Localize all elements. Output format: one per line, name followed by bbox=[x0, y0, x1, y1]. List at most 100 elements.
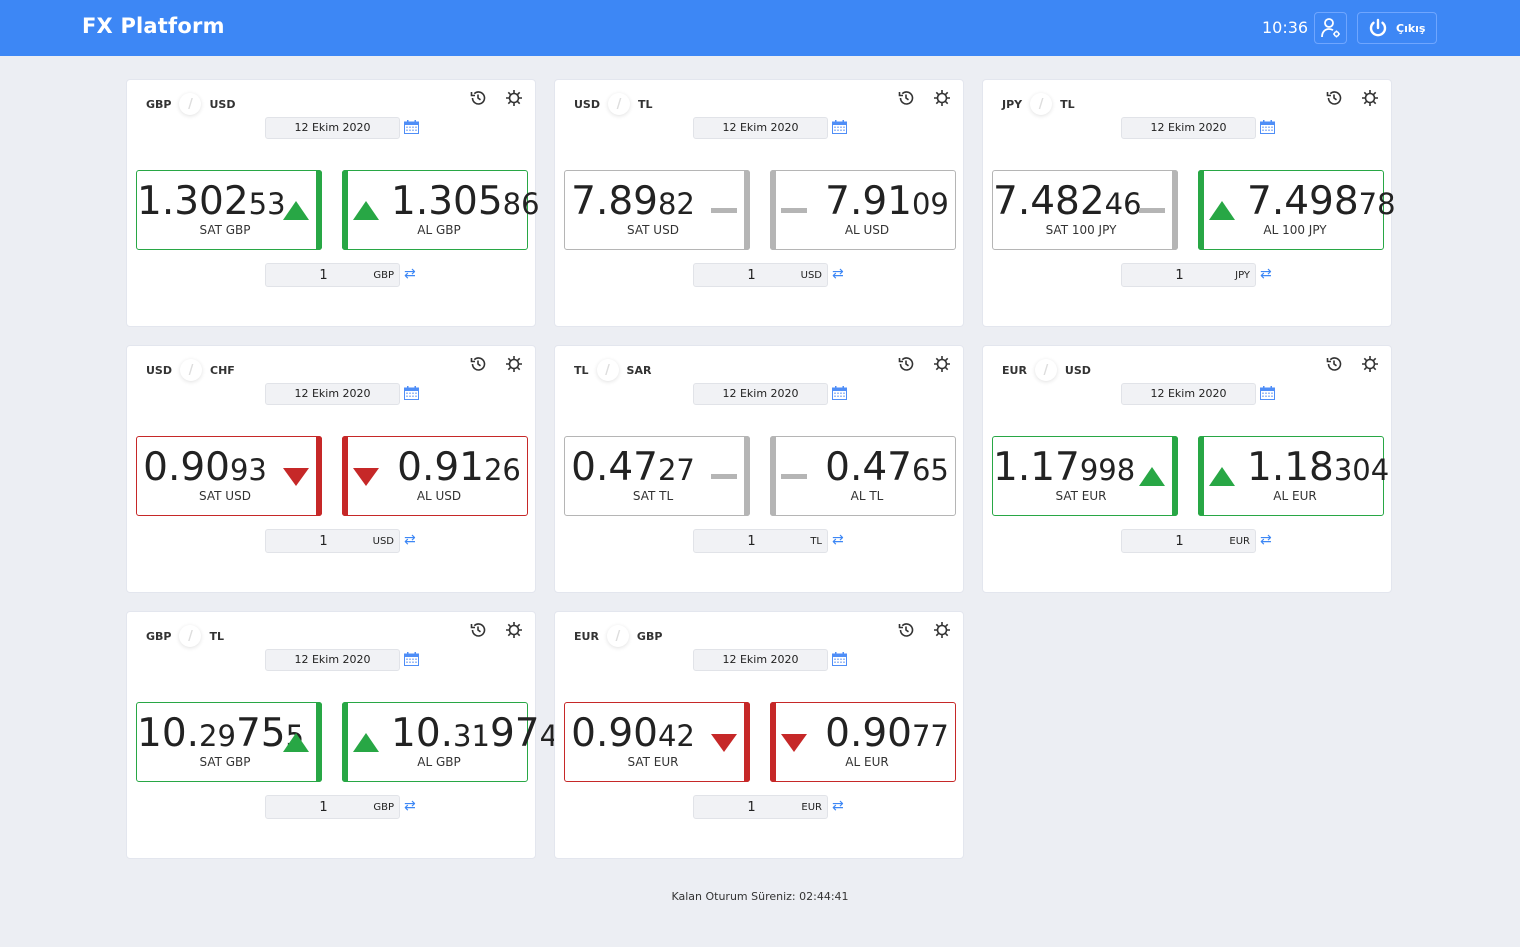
quote-currency[interactable]: TL bbox=[638, 97, 653, 111]
app-title: FX Platform bbox=[82, 14, 225, 38]
quote-currency[interactable]: USD bbox=[209, 97, 236, 111]
logout-button[interactable]: Çıkış bbox=[1357, 12, 1437, 44]
exchange-arrows-icon[interactable]: ⇄ bbox=[832, 266, 844, 282]
sell-rate-box[interactable]: 1.30253 SAT GBP bbox=[136, 170, 322, 250]
price-part: 1.17 bbox=[993, 445, 1080, 490]
buy-rate-box[interactable]: 1.18304 AL EUR bbox=[1198, 436, 1389, 516]
base-currency[interactable]: GBP bbox=[146, 97, 172, 111]
gear-icon[interactable] bbox=[933, 355, 951, 377]
history-icon[interactable] bbox=[469, 355, 487, 377]
sell-rate-box[interactable]: 0.9042 SAT EUR bbox=[564, 702, 750, 782]
amount-input[interactable]: 1 EUR bbox=[1121, 529, 1256, 553]
price-part: 10. bbox=[137, 711, 200, 756]
history-icon[interactable] bbox=[469, 89, 487, 111]
sell-label: SAT EUR bbox=[627, 755, 679, 769]
buy-rate-box[interactable]: 7.49878 AL 100 JPY bbox=[1198, 170, 1396, 250]
gear-icon[interactable] bbox=[505, 355, 523, 377]
history-icon[interactable] bbox=[897, 355, 915, 377]
price-part: 27 bbox=[657, 453, 695, 487]
history-icon[interactable] bbox=[1325, 89, 1343, 111]
exchange-arrows-icon[interactable]: ⇄ bbox=[832, 532, 844, 548]
buy-rate-box[interactable]: 0.9126 AL USD bbox=[342, 436, 528, 516]
amount-input[interactable]: 1 EUR bbox=[693, 795, 828, 819]
exchange-arrows-icon[interactable]: ⇄ bbox=[1260, 532, 1272, 548]
base-currency[interactable]: TL bbox=[574, 363, 589, 377]
sell-rate-box[interactable]: 1.17998 SAT EUR bbox=[992, 436, 1178, 516]
sell-rate-box[interactable]: 10.29755 SAT GBP bbox=[136, 702, 322, 782]
base-currency[interactable]: USD bbox=[574, 97, 600, 111]
base-currency[interactable]: JPY bbox=[1002, 97, 1023, 111]
top-bar: FX Platform 10:36 Çıkış bbox=[0, 0, 1520, 56]
exchange-arrows-icon[interactable]: ⇄ bbox=[832, 798, 844, 814]
date-field[interactable]: 12 Ekim 2020 bbox=[693, 649, 828, 671]
calendar-icon[interactable] bbox=[404, 385, 419, 404]
amount-input[interactable]: 1 GBP bbox=[265, 263, 400, 287]
base-currency[interactable]: GBP bbox=[146, 629, 172, 643]
calendar-icon[interactable] bbox=[404, 119, 419, 138]
history-icon[interactable] bbox=[1325, 355, 1343, 377]
amount-input[interactable]: 1 TL bbox=[693, 529, 828, 553]
quote-currency[interactable]: TL bbox=[209, 629, 224, 643]
calendar-icon[interactable] bbox=[1260, 119, 1275, 138]
quote-currency[interactable]: CHF bbox=[210, 363, 235, 377]
amount-input[interactable]: 1 USD bbox=[693, 263, 828, 287]
buy-rate-box[interactable]: 7.9109 AL USD bbox=[770, 170, 956, 250]
sell-price: 0.4727 bbox=[565, 445, 749, 490]
exchange-arrows-icon[interactable]: ⇄ bbox=[404, 266, 416, 282]
buy-rate-box[interactable]: 1.30586 AL GBP bbox=[342, 170, 540, 250]
gear-icon[interactable] bbox=[933, 89, 951, 111]
buy-label: AL EUR bbox=[1273, 489, 1317, 503]
date-field[interactable]: 12 Ekim 2020 bbox=[1121, 117, 1256, 139]
date-field[interactable]: 12 Ekim 2020 bbox=[693, 117, 828, 139]
rate-card: GBP / TL 12 Ekim 2020 10.29755 SAT GBP 1… bbox=[126, 611, 558, 859]
amount-input[interactable]: 1 JPY bbox=[1121, 263, 1256, 287]
exchange-arrows-icon[interactable]: ⇄ bbox=[1260, 266, 1272, 282]
date-field[interactable]: 12 Ekim 2020 bbox=[265, 383, 400, 405]
date-field[interactable]: 12 Ekim 2020 bbox=[265, 117, 400, 139]
history-icon[interactable] bbox=[897, 89, 915, 111]
history-icon[interactable] bbox=[897, 621, 915, 643]
gear-icon[interactable] bbox=[505, 621, 523, 643]
quote-currency[interactable]: GBP bbox=[636, 629, 663, 643]
quote-currency[interactable]: TL bbox=[1060, 97, 1075, 111]
base-currency[interactable]: USD bbox=[146, 363, 172, 377]
sell-rate-box[interactable]: 0.9093 SAT USD bbox=[136, 436, 322, 516]
gear-icon[interactable] bbox=[1361, 355, 1379, 377]
price-part: 0.91 bbox=[397, 445, 484, 490]
base-currency[interactable]: EUR bbox=[1002, 363, 1027, 377]
calendar-icon[interactable] bbox=[832, 385, 847, 404]
calendar-icon[interactable] bbox=[1260, 385, 1275, 404]
gear-icon[interactable] bbox=[1361, 89, 1379, 111]
base-currency[interactable]: EUR bbox=[574, 629, 599, 643]
sell-rate-box[interactable]: 7.48246 SAT 100 JPY bbox=[992, 170, 1178, 250]
price-part: 7.91 bbox=[825, 179, 912, 224]
gear-icon[interactable] bbox=[933, 621, 951, 643]
gear-icon[interactable] bbox=[505, 89, 523, 111]
amount-input[interactable]: 1 USD bbox=[265, 529, 400, 553]
sell-rate-box[interactable]: 7.8982 SAT USD bbox=[564, 170, 750, 250]
date-field[interactable]: 12 Ekim 2020 bbox=[1121, 383, 1256, 405]
sell-rate-box[interactable]: 0.4727 SAT TL bbox=[564, 436, 750, 516]
buy-rate-box[interactable]: 0.4765 AL TL bbox=[770, 436, 956, 516]
sell-price: 0.9093 bbox=[137, 445, 321, 490]
amount-input[interactable]: 1 GBP bbox=[265, 795, 400, 819]
exchange-arrows-icon[interactable]: ⇄ bbox=[404, 532, 416, 548]
amount-value: 1 bbox=[319, 800, 328, 815]
trend-bar bbox=[744, 436, 750, 516]
quote-currency[interactable]: USD bbox=[1064, 363, 1091, 377]
buy-rate-box[interactable]: 10.31974 AL GBP bbox=[342, 702, 558, 782]
exchange-arrows-icon[interactable]: ⇄ bbox=[404, 798, 416, 814]
buy-rate-box[interactable]: 0.9077 AL EUR bbox=[770, 702, 956, 782]
quote-currency[interactable]: SAR bbox=[626, 363, 652, 377]
buy-label: AL 100 JPY bbox=[1263, 223, 1327, 237]
date-field[interactable]: 12 Ekim 2020 bbox=[265, 649, 400, 671]
price-part: 42 bbox=[657, 719, 695, 753]
trend-bar bbox=[316, 170, 322, 250]
user-settings-button[interactable] bbox=[1314, 12, 1347, 44]
date-field[interactable]: 12 Ekim 2020 bbox=[693, 383, 828, 405]
amount-value: 1 bbox=[1175, 268, 1184, 283]
calendar-icon[interactable] bbox=[832, 119, 847, 138]
calendar-icon[interactable] bbox=[404, 651, 419, 670]
calendar-icon[interactable] bbox=[832, 651, 847, 670]
history-icon[interactable] bbox=[469, 621, 487, 643]
